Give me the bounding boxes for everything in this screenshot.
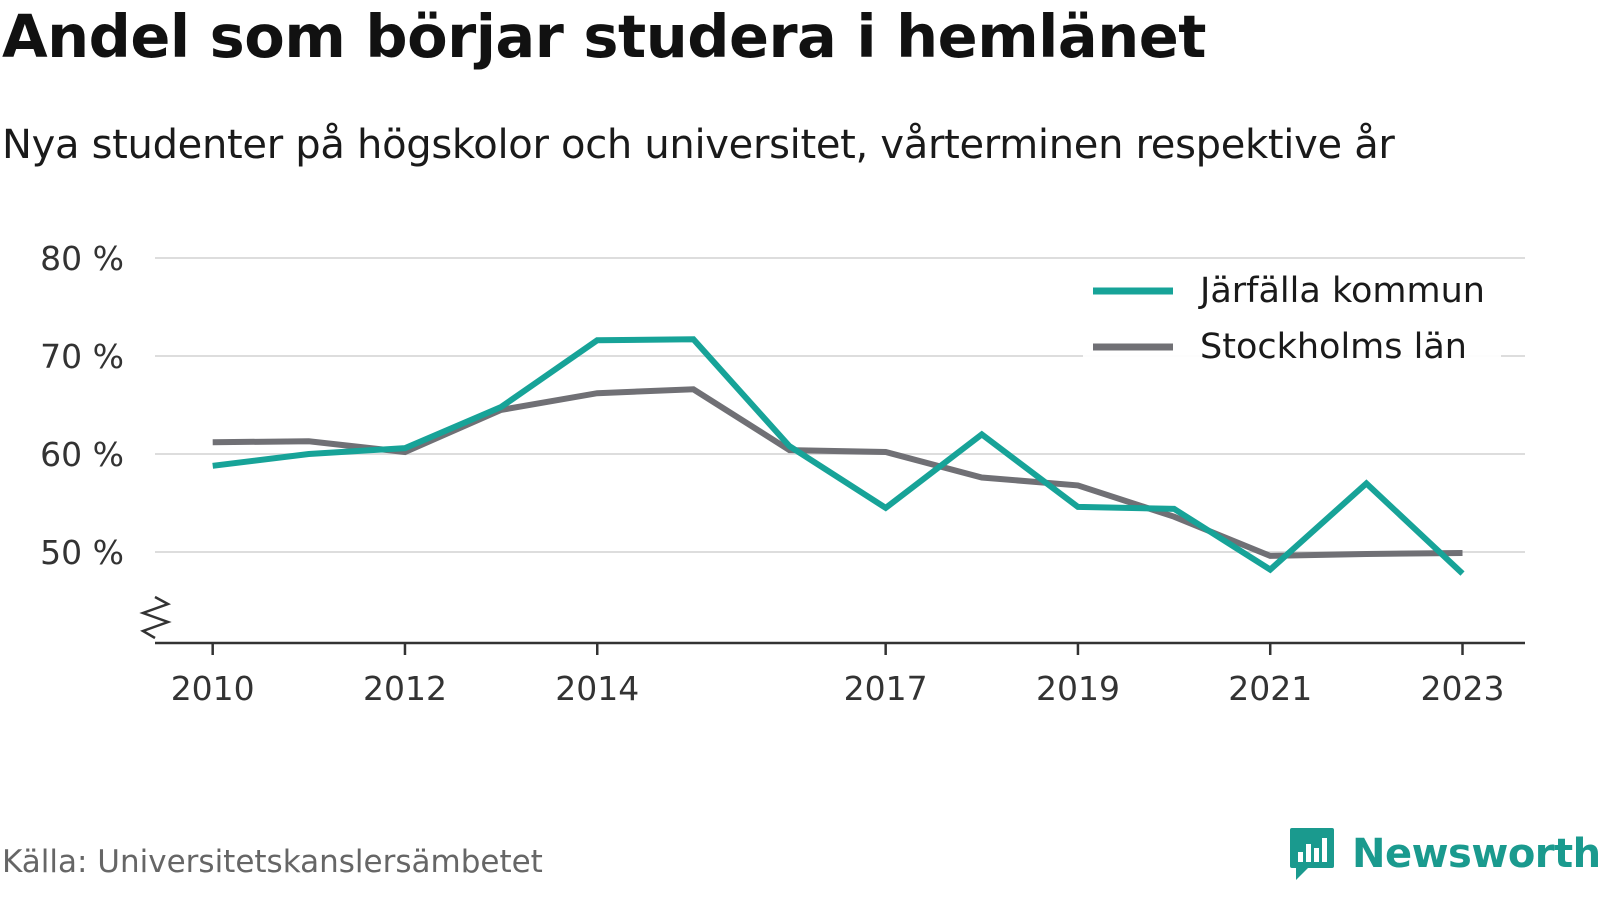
x-tick-label: 2017 xyxy=(844,669,928,708)
x-tick-label: 2012 xyxy=(363,669,447,708)
axis-break-icon xyxy=(139,595,172,640)
legend: Järfälla kommun Stockholms län xyxy=(1083,268,1501,374)
legend-label-stockholm: Stockholms län xyxy=(1200,327,1467,367)
legend-label-jarfalla: Järfälla kommun xyxy=(1198,271,1485,311)
newsworthy-logo-icon xyxy=(1290,828,1334,880)
y-tick-label: 70 % xyxy=(40,337,124,376)
x-tick-label: 2019 xyxy=(1036,669,1120,708)
y-tick-label: 80 % xyxy=(40,239,124,278)
y-tick-label: 60 % xyxy=(40,435,124,474)
chart-title: Andel som börjar studera i hemlänet xyxy=(2,2,1206,71)
x-tick-label: 2021 xyxy=(1228,669,1312,708)
x-tick-label: 2023 xyxy=(1421,669,1505,708)
series-line-jarfalla xyxy=(212,336,1465,576)
x-tick-label: 2014 xyxy=(555,669,639,708)
series-line-stockholm xyxy=(212,386,1463,559)
chart-subtitle: Nya studenter på högskolor och universit… xyxy=(2,122,1395,168)
legend-background xyxy=(1083,268,1501,374)
source-note: Källa: Universitetskanslersämbetet xyxy=(2,844,543,880)
x-tick-label: 2010 xyxy=(171,669,255,708)
x-axis: 2010 2012 2014 2017 2019 2021 2023 xyxy=(139,595,1525,708)
newsworthy-wordmark: Newsworthy xyxy=(1352,831,1600,877)
newsworthy-logo: Newsworthy xyxy=(1288,826,1600,882)
y-axis-tick-labels: 50 % 60 % 70 % 80 % xyxy=(40,239,124,572)
line-chart: 50 % 60 % 70 % 80 % 2010 2012 2014 2017 2019 202… xyxy=(40,239,1525,708)
y-tick-label: 50 % xyxy=(40,533,124,572)
series-lines xyxy=(212,336,1465,576)
